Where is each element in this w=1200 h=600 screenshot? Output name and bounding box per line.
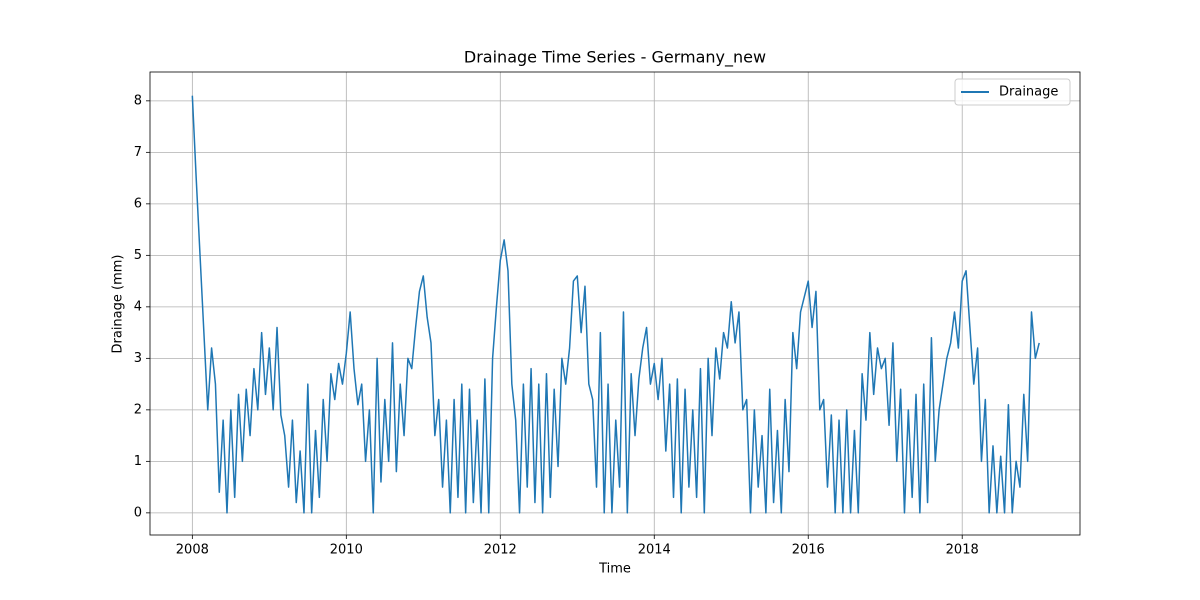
chart-title: Drainage Time Series - Germany_new bbox=[464, 48, 766, 68]
x-tick-label: 2008 bbox=[176, 543, 209, 558]
x-tick-label: 2012 bbox=[484, 543, 517, 558]
y-tick-label: 5 bbox=[134, 248, 142, 263]
legend: Drainage bbox=[954, 78, 1071, 106]
plot-frame bbox=[149, 71, 1081, 536]
y-tick-label: 0 bbox=[134, 505, 142, 520]
x-tick-label: 2010 bbox=[330, 543, 363, 558]
y-tick-label: 2 bbox=[134, 402, 142, 417]
y-tick-label: 1 bbox=[134, 454, 142, 469]
y-tick-label: 7 bbox=[134, 145, 142, 160]
x-axis-label: Time bbox=[598, 562, 631, 577]
y-axis-label: Drainage (mm) bbox=[111, 255, 126, 354]
x-tick-label: 2016 bbox=[792, 543, 825, 558]
legend-label: Drainage bbox=[999, 85, 1058, 100]
y-tick-label: 8 bbox=[134, 93, 142, 108]
legend-box bbox=[954, 78, 1071, 106]
x-tick-label: 2014 bbox=[638, 543, 671, 558]
y-tick-label: 4 bbox=[134, 299, 142, 314]
y-tick-label: 3 bbox=[134, 351, 142, 366]
data-line bbox=[191, 95, 1040, 514]
y-tick-label: 6 bbox=[134, 196, 142, 211]
x-tick-label: 2018 bbox=[946, 543, 979, 558]
